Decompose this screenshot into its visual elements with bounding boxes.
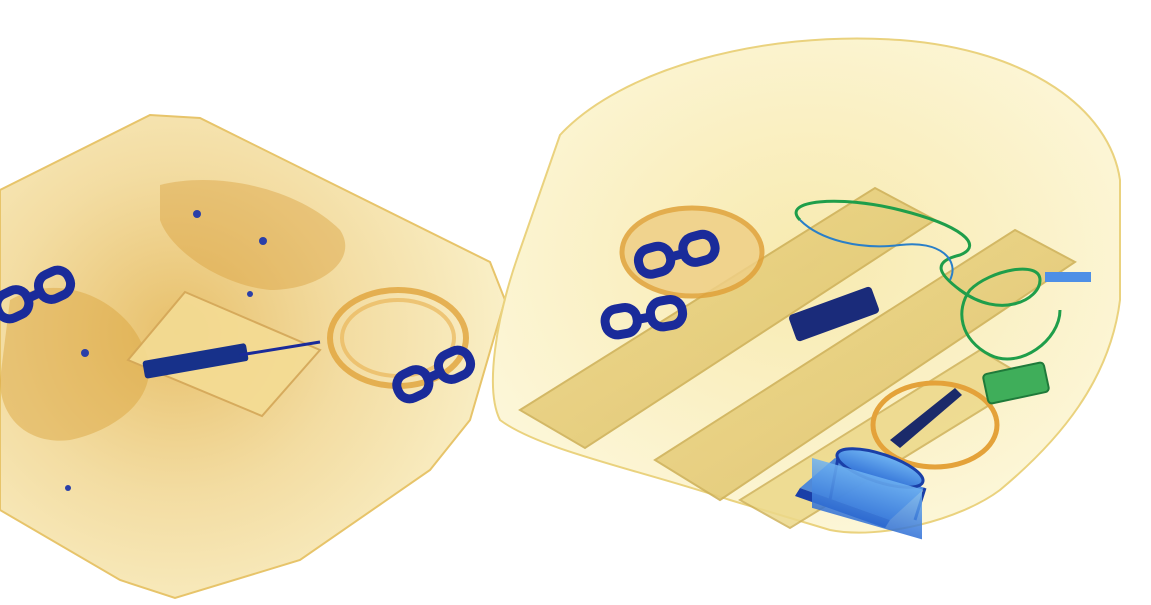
circuit-board bbox=[982, 361, 1050, 405]
coiled-cable bbox=[794, 199, 1062, 361]
small-metal-part bbox=[259, 237, 267, 245]
dark-tool bbox=[890, 388, 962, 448]
small-metal-part bbox=[65, 485, 71, 491]
coiled-cable-blue bbox=[799, 219, 954, 281]
small-metal-part bbox=[247, 291, 253, 297]
tool-rod bbox=[239, 340, 321, 357]
small-metal-part bbox=[81, 349, 89, 357]
buckle-icon bbox=[0, 265, 76, 324]
small-metal-part bbox=[193, 210, 201, 218]
buckle-icon bbox=[600, 295, 688, 340]
orange-wire-loop bbox=[870, 380, 1000, 470]
connector bbox=[1045, 272, 1091, 282]
left-bag-clothing-texture-2 bbox=[160, 180, 346, 290]
right-bag bbox=[492, 37, 1121, 540]
buckle-icon bbox=[392, 345, 476, 404]
buckle-icon bbox=[633, 229, 720, 279]
left-bag-clothing-texture bbox=[0, 287, 150, 441]
dark-device bbox=[788, 286, 880, 342]
cylinder-container bbox=[795, 447, 927, 540]
left-bag bbox=[0, 113, 507, 600]
tool-handle bbox=[142, 343, 249, 379]
